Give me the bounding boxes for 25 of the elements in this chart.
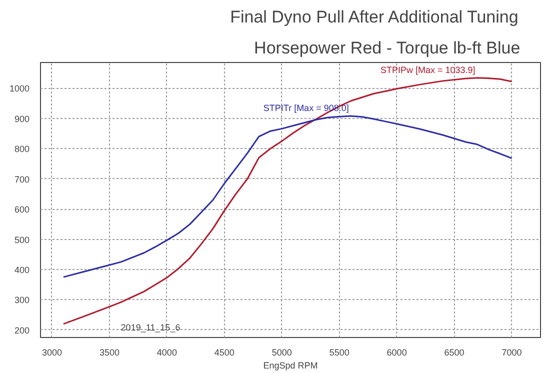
y-tick-label: 800 <box>14 144 30 154</box>
y-tick-label: 300 <box>14 295 30 306</box>
x-tick-label: 6500 <box>444 348 464 358</box>
y-tick-label: 1000 <box>9 84 30 94</box>
y-tick-label: 500 <box>14 234 30 245</box>
y-tick-label: 600 <box>14 204 30 215</box>
y-tick-label: 900 <box>14 114 30 124</box>
x-tick-label: 5000 <box>272 348 292 358</box>
annotation: 2019_11_15_6 <box>120 322 180 332</box>
x-tick-label: 4000 <box>156 348 177 358</box>
x-axis-title: EngSpd RPM <box>263 360 318 370</box>
x-tick-label: 4500 <box>214 348 234 358</box>
chart-title: Final Dyno Pull After Additional Tuning <box>230 8 518 26</box>
y-tick-label: 200 <box>14 325 30 336</box>
line-series <box>62 115 513 278</box>
chart-subtitle: Horsepower Red - Torque lb-ft Blue <box>254 38 520 58</box>
y-tick-label: 700 <box>14 174 30 184</box>
x-tick-label: 3000 <box>42 348 62 358</box>
line-series <box>62 77 513 325</box>
x-tick-label: 5500 <box>329 348 350 358</box>
x-tick-label: 7000 <box>502 348 522 358</box>
x-tick-label: 3500 <box>99 348 120 358</box>
x-tick-label: 6000 <box>386 348 407 358</box>
y-tick-label: 400 <box>14 265 30 276</box>
series-label: STPIPw [Max = 1033.9] <box>380 64 476 75</box>
